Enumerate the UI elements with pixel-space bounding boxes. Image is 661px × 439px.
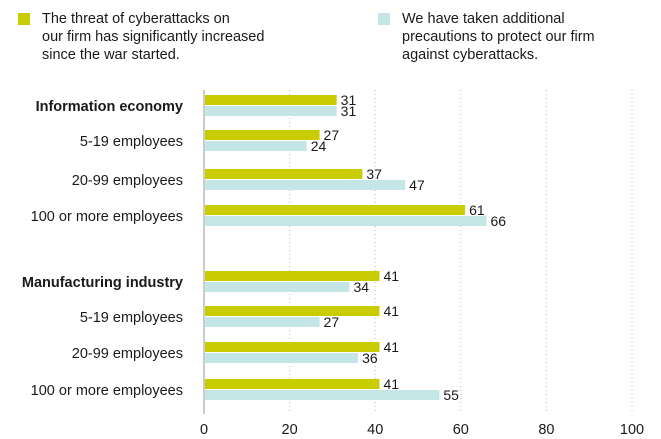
bar [205,141,307,151]
data-label: 27 [324,127,340,143]
category-label: Manufacturing industry [22,275,183,291]
bar [205,317,320,327]
data-label: 41 [383,376,399,392]
bar [205,95,337,105]
category-label: 20-99 employees [72,346,183,362]
data-label: 24 [311,138,327,154]
category-label: 20-99 employees [72,173,183,189]
legend-item-threat: The threat of cyberattacks on our firm h… [18,10,264,64]
data-label: 66 [490,213,506,229]
x-tick-label: 40 [367,422,383,438]
category-label: 100 or more employees [31,209,183,225]
category-label: 100 or more employees [31,383,183,399]
x-tick-label: 0 [200,422,208,438]
data-label: 41 [383,268,399,284]
x-tick-label: 100 [620,422,644,438]
category-label: 5-19 employees [80,310,183,326]
data-label: 34 [354,279,370,295]
data-label: 47 [409,177,425,193]
legend-swatch-precautions [378,13,390,25]
bar [205,169,363,179]
bar [205,180,406,190]
bar [205,271,380,281]
data-label: 31 [341,92,357,108]
data-label: 41 [383,339,399,355]
category-label: Information economy [36,99,183,115]
data-label: 37 [366,166,382,182]
category-label: 5-19 employees [80,134,183,150]
bar [205,130,320,140]
legend-label-precautions: We have taken additional precautions to … [402,11,595,63]
x-tick-label: 20 [282,422,298,438]
bar [205,342,380,352]
data-label: 55 [443,387,459,403]
bar [205,353,359,363]
legend-swatch-threat [18,13,30,25]
bar [205,282,350,292]
bar [205,216,487,226]
x-tick-label: 60 [453,422,469,438]
x-tick-label: 80 [538,422,554,438]
bar [205,390,440,400]
legend-label-threat: The threat of cyberattacks on our firm h… [42,11,265,63]
data-label: 61 [469,202,485,218]
bar [205,106,337,116]
bar [205,379,380,389]
data-label: 27 [324,314,340,330]
data-label: 41 [383,303,399,319]
data-label: 36 [362,350,378,366]
data-label: 31 [341,103,357,119]
bar [205,306,380,316]
legend-item-precautions: We have taken additional precautions to … [378,10,595,64]
bar [205,205,466,215]
